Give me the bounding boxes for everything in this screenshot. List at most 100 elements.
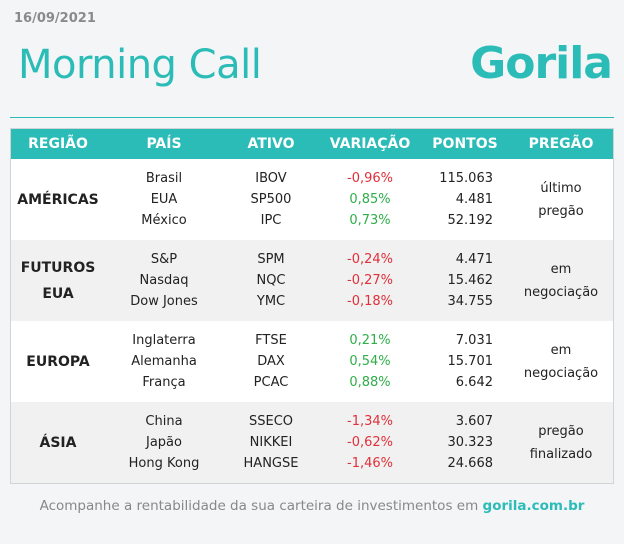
footer: Acompanhe a rentabilidade da sua carteir… <box>0 498 624 514</box>
change: -0,62% <box>347 435 393 450</box>
title: Morning Call <box>18 42 262 88</box>
points: 15.701 <box>447 354 494 369</box>
column-stack: FTSE DAX PCAC <box>223 321 319 402</box>
country: México <box>141 213 187 228</box>
country: Nasdaq <box>139 273 189 288</box>
country: S&P <box>150 252 178 267</box>
points: 115.063 <box>439 171 493 186</box>
column-header: PREGÃO <box>528 136 594 152</box>
country: França <box>142 375 186 390</box>
change: 0,85% <box>349 192 391 207</box>
points: 15.462 <box>447 273 494 288</box>
column-stack: China Japão Hong Kong <box>105 402 223 483</box>
points: 52.192 <box>447 213 494 228</box>
change: -0,18% <box>347 294 393 309</box>
points: 4.481 <box>455 192 493 207</box>
region-group: ÁSIA China Japão Hong Kong SSECO NIKKEI HANGSE… <box>11 402 613 483</box>
country: Japão <box>146 435 182 450</box>
change: -1,46% <box>347 456 393 471</box>
status: pregão finalizado <box>529 423 593 462</box>
column-header: PONTOS <box>432 136 498 152</box>
region-cell: AMÉRICAS <box>11 159 105 240</box>
column-header: PAÍS <box>146 136 182 152</box>
column-stack: Inglaterra Alemanha França <box>105 321 223 402</box>
column-stack: 7.031 15.701 6.642 <box>421 321 509 402</box>
region: FUTUROS EUA <box>20 259 96 302</box>
divider <box>10 117 614 118</box>
column-stack: Brasil EUA México <box>105 159 223 240</box>
country: Dow Jones <box>130 294 198 309</box>
asset: IPC <box>260 213 282 228</box>
change: -0,27% <box>347 273 393 288</box>
points: 3.607 <box>455 414 493 429</box>
status: último pregão <box>538 180 584 219</box>
asset: FTSE <box>255 333 287 348</box>
asset: HANGSE <box>243 456 299 471</box>
region-cell: ÁSIA <box>11 402 105 483</box>
status-cell: em negociação <box>509 240 613 321</box>
status: em negociação <box>523 342 599 381</box>
region-group: FUTUROS EUA S&P Nasdaq Dow Jones SPM NQC YMC -0… <box>11 240 613 321</box>
change: -0,96% <box>347 171 393 186</box>
region-cell: EUROPA <box>11 321 105 402</box>
region: ÁSIA <box>39 434 77 451</box>
asset: IBOV <box>255 171 287 186</box>
asset: YMC <box>256 294 286 309</box>
country: Inglaterra <box>132 333 196 348</box>
status-cell: em negociação <box>509 321 613 402</box>
footer-text: Acompanhe a rentabilidade da sua carteir… <box>39 498 479 514</box>
column-header: REGIÃO <box>28 136 88 152</box>
date: 16/09/2021 <box>14 11 96 26</box>
header-row: REGIÃO PAÍS ATIVO VARIAÇÃO PONTOS PREGÃO <box>11 129 613 159</box>
country: EUA <box>150 192 178 207</box>
change: -1,34% <box>347 414 393 429</box>
asset: NQC <box>256 273 286 288</box>
change: 0,73% <box>349 213 391 228</box>
change: 0,54% <box>349 354 391 369</box>
asset: DAX <box>257 354 285 369</box>
change: 0,88% <box>349 375 391 390</box>
column-stack: 4.471 15.462 34.755 <box>421 240 509 321</box>
country: Hong Kong <box>128 456 200 471</box>
region-group: EUROPA Inglaterra Alemanha França FTSE DAX PCA… <box>11 321 613 402</box>
region-cell: FUTUROS EUA <box>11 240 105 321</box>
country: China <box>145 414 183 429</box>
column-stack: 115.063 4.481 52.192 <box>421 159 509 240</box>
region-group: AMÉRICAS Brasil EUA México IBOV SP500 IPC -0,96… <box>11 159 613 240</box>
column-stack: SPM NQC YMC <box>223 240 319 321</box>
column-stack: -0,24% -0,27% -0,18% <box>319 240 421 321</box>
points: 4.471 <box>455 252 493 267</box>
table: REGIÃO PAÍS ATIVO VARIAÇÃO PONTOS PREGÃO AMÉRI… <box>10 128 614 484</box>
region: AMÉRICAS <box>17 191 99 208</box>
status-cell: pregão finalizado <box>509 402 613 483</box>
status: em negociação <box>523 261 599 300</box>
column-header: ATIVO <box>247 136 295 152</box>
column-stack: SSECO NIKKEI HANGSE <box>223 402 319 483</box>
column-header: VARIAÇÃO <box>329 136 411 152</box>
column-stack: S&P Nasdaq Dow Jones <box>105 240 223 321</box>
column-stack: 0,21% 0,54% 0,88% <box>319 321 421 402</box>
country: Alemanha <box>131 354 197 369</box>
footer-link[interactable]: gorila.com.br <box>482 498 585 514</box>
change: 0,21% <box>349 333 391 348</box>
change: -0,24% <box>347 252 393 267</box>
points: 30.323 <box>447 435 494 450</box>
points: 6.642 <box>455 375 493 390</box>
asset: PCAC <box>253 375 289 390</box>
status-cell: último pregão <box>509 159 613 240</box>
column-stack: IBOV SP500 IPC <box>223 159 319 240</box>
points: 24.668 <box>447 456 494 471</box>
asset: SP500 <box>250 192 292 207</box>
country: Brasil <box>145 171 183 186</box>
asset: SSECO <box>248 414 294 429</box>
points: 7.031 <box>455 333 493 348</box>
column-stack: -1,34% -0,62% -1,46% <box>319 402 421 483</box>
column-stack: -0,96% 0,85% 0,73% <box>319 159 421 240</box>
column-stack: 3.607 30.323 24.668 <box>421 402 509 483</box>
points: 34.755 <box>447 294 494 309</box>
region: EUROPA <box>26 353 90 370</box>
asset: NIKKEI <box>249 435 293 450</box>
asset: SPM <box>257 252 285 267</box>
logo: Gorila <box>470 38 613 89</box>
